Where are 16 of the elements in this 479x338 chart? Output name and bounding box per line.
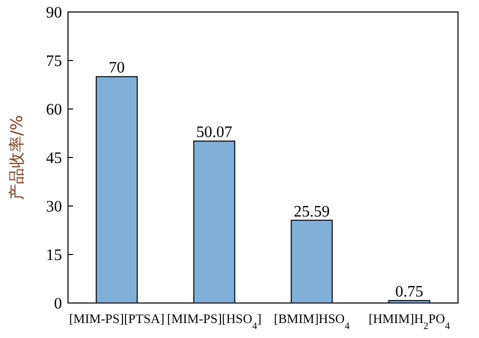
- y-tick-label: 90: [46, 4, 62, 22]
- y-tick-label: 75: [46, 53, 62, 70]
- y-tick-label: 15: [46, 247, 62, 264]
- data-label: 0.75: [395, 284, 424, 301]
- x-tick-label: [HMIM]H$_{2}$PO$_{4}$: [368, 311, 450, 332]
- y-tick-label: 45: [46, 150, 62, 168]
- x-tick-label: [BMIM]HSO$_{4}$: [274, 311, 350, 332]
- y-tick-label: 30: [46, 198, 62, 216]
- data-label: 25.59: [294, 203, 330, 220]
- data-label: 70: [108, 60, 125, 77]
- y-tick-label: 60: [46, 102, 62, 119]
- x-tick-label: [MIM-PS][HSO$_{4}$]: [167, 311, 262, 332]
- data-label: 50.07: [196, 124, 232, 142]
- y-axis-title: 产品收率/%: [7, 115, 26, 200]
- x-tick-label: [MIM-PS][PTSA]: [69, 311, 164, 326]
- y-tick-label: 0: [54, 296, 62, 313]
